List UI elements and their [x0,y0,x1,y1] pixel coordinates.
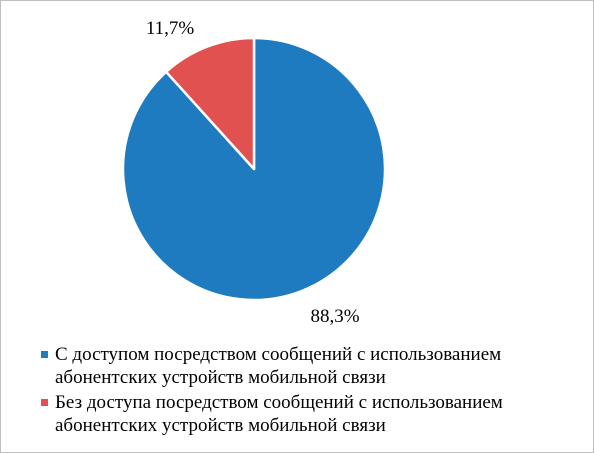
chart-legend: С доступом посредством сообщений с испол… [41,343,581,439]
data-label-with-access: 88,3% [310,306,359,327]
legend-label-line: абонентских устройств мобильной связи [55,415,386,436]
legend-label-line: Без доступа посредством сообщений с испо… [55,392,503,413]
legend-label-line: С доступом посредством сообщений с испол… [55,344,502,365]
legend-item-with-access: С доступом посредством сообщений с испол… [41,343,581,389]
data-label-without-access: 11,7% [146,18,195,39]
legend-label-with-access: С доступом посредством сообщений с испол… [55,343,501,389]
legend-swatch-without-access [41,399,48,406]
legend-item-without-access: Без доступа посредством сообщений с испо… [41,391,581,437]
pie-slice-without-access [164,36,256,171]
legend-swatch-with-access [41,351,48,358]
legend-label-without-access: Без доступа посредством сообщений с испо… [55,391,503,437]
legend-label-line: абонентских устройств мобильной связи [55,367,386,388]
